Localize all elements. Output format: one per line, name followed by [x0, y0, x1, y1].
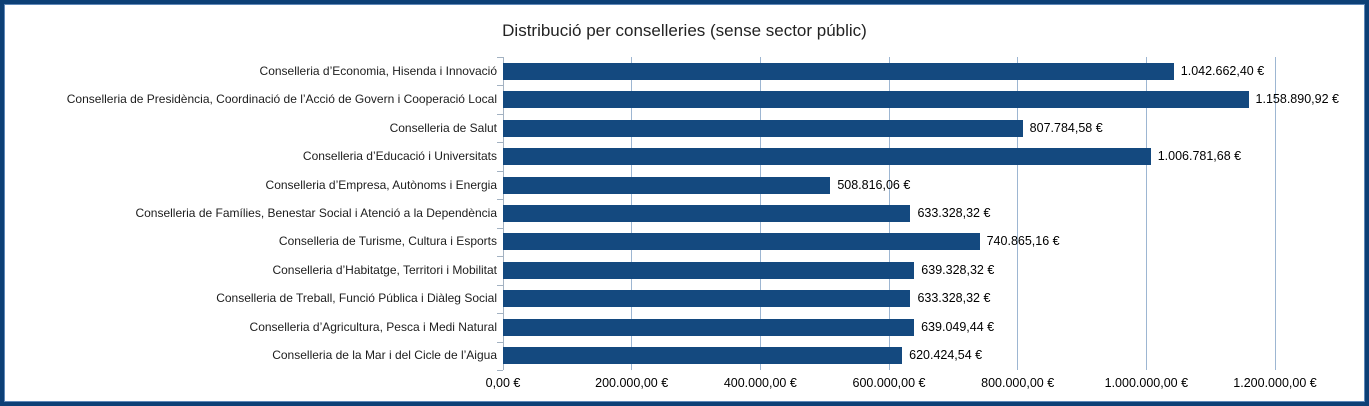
bar	[503, 318, 915, 336]
x-axis-tick-label: 800.000,00 €	[981, 376, 1055, 390]
bar-value-label: 639.328,32 €	[921, 262, 995, 277]
axis-tick-mark	[497, 56, 503, 58]
axis-tick-mark	[497, 170, 503, 172]
x-axis-labels: 0,00 € 200.000,00 € 400.000,00 € 600.000,00…	[0, 376, 1369, 394]
bar-value-label: 633.328,32 €	[917, 206, 991, 220]
plot-area: 1.042.662,40 € 1.158.890,92 € 807.784,58 €…	[497, 56, 1339, 371]
category-label: Conselleria d’Habitatge, Territori i Mob…	[272, 262, 497, 277]
x-axis-tick-label: 0,00 €	[485, 376, 521, 390]
category-label: Conselleria de Turisme, Cultura i Esport…	[278, 234, 497, 249]
bar	[503, 261, 915, 279]
bar-value-label: 1.158.890,92 €	[1255, 92, 1339, 107]
bar	[503, 176, 831, 194]
x-axis-tick-label: 1.000.000,00 €	[1104, 376, 1189, 390]
axis-tick-mark	[497, 227, 503, 229]
bar-value-label: 633.328,32 €	[917, 291, 991, 306]
bar	[503, 62, 1174, 80]
bar	[503, 347, 903, 365]
bar-value-label: 1.006.781,68 €	[1157, 149, 1242, 164]
axis-tick-mark	[497, 141, 503, 143]
axis-tick-mark	[497, 255, 503, 257]
chart-title: Distribució per conselleries (sense sect…	[502, 21, 867, 40]
axis-tick-mark	[497, 284, 503, 286]
category-label: Conselleria de Presidència, Coordinació …	[66, 92, 497, 107]
gridline	[1017, 57, 1019, 370]
bar	[503, 148, 1151, 166]
bar-value-label: 508.816,06 €	[837, 177, 911, 192]
category-label: Conselleria de Salut	[389, 120, 497, 135]
x-axis-tick-label: 1.200.000,00 €	[1233, 376, 1317, 390]
bar-value-label: 807.784,58 €	[1029, 120, 1103, 135]
bar-value-label: 740.865,16 €	[986, 234, 1060, 249]
x-axis-tick-label: 400.000,00 €	[723, 376, 797, 390]
bar	[503, 91, 1249, 109]
bar	[503, 205, 911, 222]
axis-tick-mark	[497, 84, 503, 86]
category-label: Conselleria de Treball, Funció Pública i…	[216, 291, 497, 306]
bar	[503, 119, 1023, 137]
axis-tick-mark	[497, 198, 503, 200]
category-label: Conselleria d’Agricultura, Pesca i Medi …	[249, 319, 497, 334]
category-label: Conselleria d’Educació i Universitats	[302, 149, 497, 164]
bar-value-label: 1.042.662,40 €	[1180, 63, 1265, 78]
bar	[503, 233, 980, 251]
x-axis-tick-label: 600.000,00 €	[852, 376, 926, 390]
bar-value-label: 620.424,54 €	[909, 348, 983, 363]
axis-tick-mark	[497, 312, 503, 314]
category-label: Conselleria d’Economia, Hisenda i Innova…	[259, 63, 497, 78]
axis-tick-mark	[497, 369, 503, 371]
gridline	[1145, 57, 1147, 370]
bar	[503, 290, 911, 308]
category-label: Conselleria d’Empresa, Autònoms i Energi…	[265, 177, 497, 192]
axis-tick-mark	[497, 341, 503, 343]
axis-tick-mark	[497, 113, 503, 115]
gridline	[1274, 57, 1276, 370]
bar-value-label: 639.049,44 €	[921, 319, 995, 334]
category-label: Conselleria de la Mar i del Cicle de l’A…	[272, 348, 497, 363]
x-axis-tick-label: 200.000,00 €	[595, 376, 669, 390]
category-label: Conselleria de Famílies, Benestar Social…	[135, 206, 497, 220]
category-axis-labels: Conselleria d’Economia, Hisenda i Innova…	[0, 57, 497, 370]
